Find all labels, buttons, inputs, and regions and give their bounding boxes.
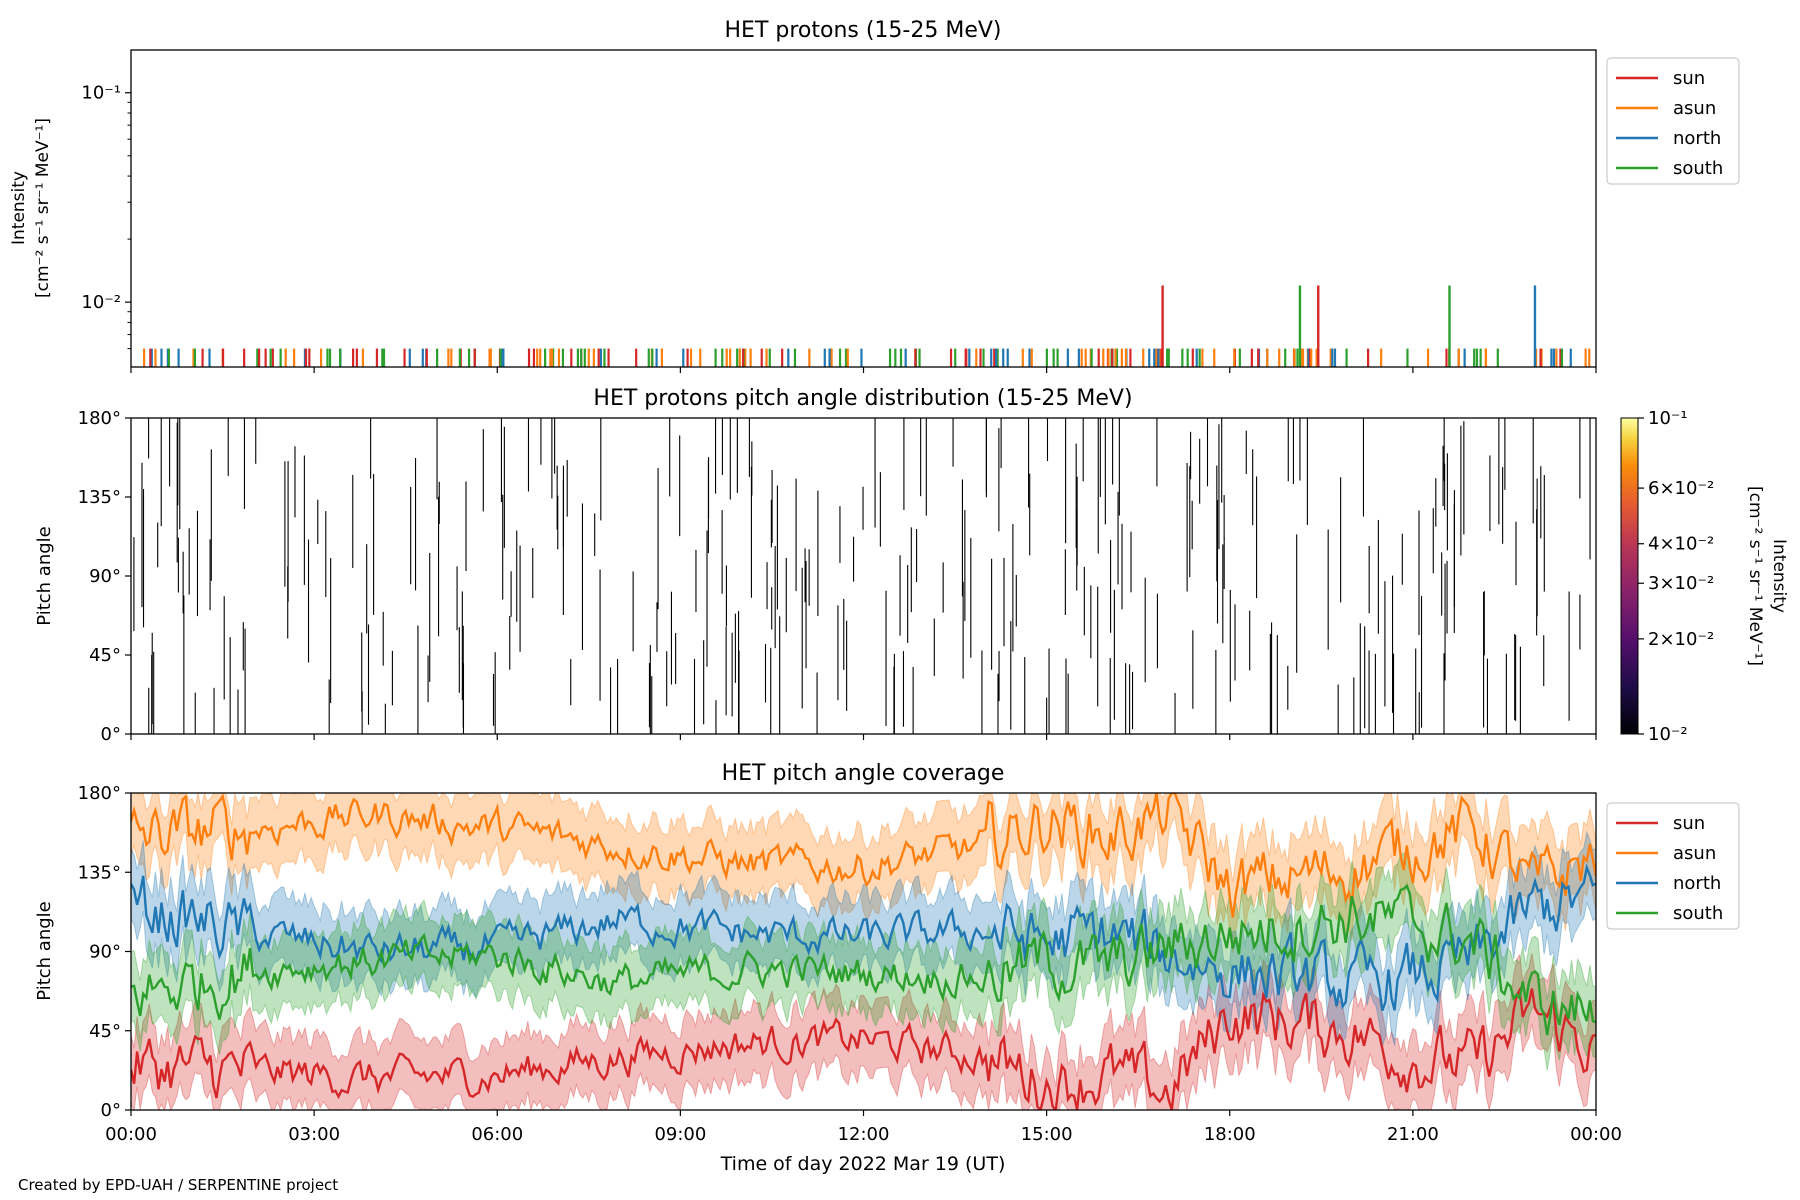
panel2-title: HET protons pitch angle distribution (15…: [593, 386, 1132, 411]
colorbar-ticks: 10⁻¹ 6×10⁻² 4×10⁻² 3×10⁻² 2×10⁻² 10⁻²: [1638, 408, 1714, 745]
legend-label-south: south: [1673, 158, 1723, 179]
legend-label-sun: sun: [1673, 68, 1705, 89]
y-tick-label: 135°: [78, 487, 121, 508]
panel2-frame: [130, 417, 1597, 735]
legend-label-north: north: [1673, 128, 1721, 149]
coverage-line-sun: [131, 986, 1596, 1110]
x-tick-label: 06:00: [471, 1124, 523, 1145]
x-axis-label: Time of day 2022 Mar 19 (UT): [720, 1153, 1006, 1175]
x-tick-label: 18:00: [1204, 1124, 1256, 1145]
coverage-band-south: [131, 849, 1596, 1071]
legend-label-asun: asun: [1673, 98, 1716, 119]
panel-pitch-angle-coverage: HET pitch angle coverage 00:00 03:00 06:00…: [34, 761, 1740, 1175]
panel1-ylabel-line2: [cm⁻² s⁻¹ sr⁻¹ MeV⁻¹]: [33, 118, 53, 298]
panel1-ylabel-line1: Intensity: [9, 171, 29, 245]
x-tick-label: 21:00: [1387, 1124, 1439, 1145]
panel2-plot-area: [133, 418, 1591, 734]
x-tick-label: 03:00: [288, 1124, 340, 1145]
panel-intensity: HET protons (15-25 MeV) 10⁻¹ 10⁻² Intensi…: [9, 18, 1740, 373]
legend-box: [1606, 57, 1740, 185]
colorbar-tick-label: 2×10⁻²: [1648, 629, 1714, 650]
colorbar-tick-label: 6×10⁻²: [1648, 478, 1714, 499]
panel-pitch-angle-distribution: HET protons pitch angle distribution (15…: [34, 386, 1789, 745]
colorbar-tick-label: 10⁻¹: [1648, 408, 1688, 429]
panel3-ylabel: Pitch angle: [34, 901, 55, 1000]
x-tick-label: 09:00: [654, 1124, 706, 1145]
y-tick-label: 90°: [89, 942, 121, 963]
y-tick-label: 10⁻²: [81, 292, 121, 313]
legend-label-north: north: [1673, 873, 1721, 894]
y-tick-label: 45°: [89, 645, 121, 666]
panel3-axes: 00:00 03:00 06:00 09:00 12:00 15:00 18:00 21:00…: [78, 783, 1622, 1145]
y-tick-label: 135°: [78, 862, 121, 883]
coverage-line-south: [131, 883, 1596, 1036]
colorbar: [1620, 417, 1639, 735]
panel3-legend: sun asun north south: [1606, 802, 1740, 930]
panel1-plot-area: [143, 285, 1591, 367]
x-tick-label: 15:00: [1021, 1124, 1073, 1145]
y-tick-label: 45°: [89, 1021, 121, 1042]
panel3-plot-area: [131, 793, 1596, 1110]
legend-label-south: south: [1673, 903, 1723, 924]
colorbar-tick-label: 10⁻²: [1648, 724, 1688, 745]
colorbar-tick-label: 3×10⁻²: [1648, 573, 1714, 594]
x-tick-label: 00:00: [105, 1124, 157, 1145]
y-tick-label: 180°: [78, 783, 121, 804]
coverage-line-north: [131, 863, 1596, 1011]
y-tick-label: 10⁻¹: [81, 83, 121, 104]
colorbar-tick-label: 4×10⁻²: [1648, 534, 1714, 555]
y-tick-label: 90°: [89, 566, 121, 587]
x-tick-label: 00:00: [1570, 1124, 1622, 1145]
panel1-title: HET protons (15-25 MeV): [725, 18, 1002, 43]
footer-credit: Created by EPD-UAH / SERPENTINE project: [18, 1176, 339, 1194]
colorbar-label-line1: Intensity: [1769, 539, 1789, 613]
panel2-ylabel: Pitch angle: [34, 526, 55, 625]
legend-label-sun: sun: [1673, 813, 1705, 834]
colorbar-label-line2: [cm⁻² s⁻¹ sr⁻¹ MeV⁻¹]: [1745, 486, 1765, 666]
panel2-axes: 0° 45° 90° 135° 180°: [78, 408, 1597, 745]
legend-box: [1606, 802, 1740, 930]
y-tick-label: 180°: [78, 408, 121, 429]
y-tick-label: 0°: [101, 1100, 121, 1121]
panel3-title: HET pitch angle coverage: [722, 761, 1005, 786]
x-tick-label: 12:00: [838, 1124, 890, 1145]
y-tick-label: 0°: [101, 724, 121, 745]
legend-label-asun: asun: [1673, 843, 1716, 864]
panel1-legend: sun asun north south: [1606, 57, 1740, 185]
panel1-frame: [130, 49, 1597, 368]
panel1-axes: 10⁻¹ 10⁻²: [81, 83, 1597, 373]
